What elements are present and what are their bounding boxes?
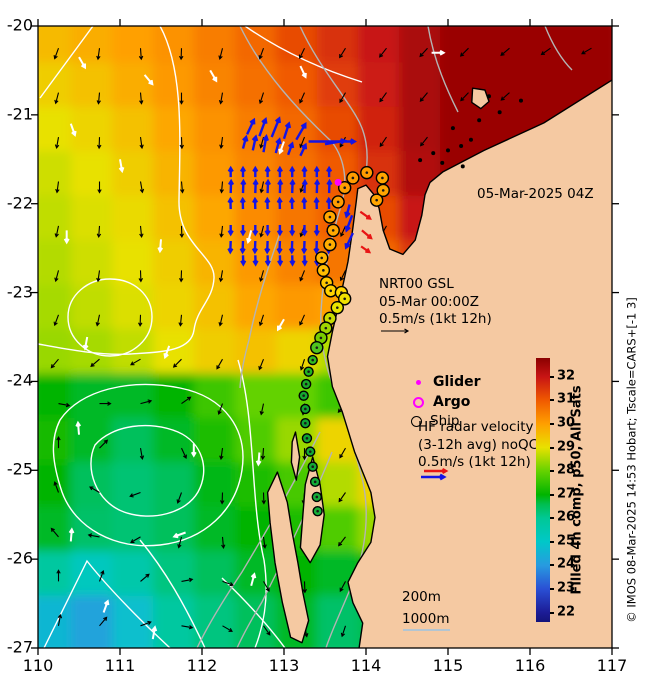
colorbar-tick [550, 470, 554, 473]
colorbar-tick [550, 375, 554, 378]
y-tick-label--25: -25 [6, 459, 33, 479]
legend-ship-label: Ship [430, 413, 460, 429]
colorbar-tick [550, 540, 554, 543]
y-tick-label--20: -20 [6, 15, 33, 35]
x-tick-label-110: 110 [22, 656, 54, 675]
isobath-1000m-label: 1000m [402, 611, 450, 628]
legend-glyphs [381, 328, 450, 631]
hf-line3: 0.5m/s (1kt 12h) [418, 454, 531, 471]
y-tick-label--23: -23 [6, 282, 33, 302]
glider-position-dot [334, 178, 342, 186]
credit-text: © IMOS 08-Mar-2025 14:53 Hobart; Tscale=… [624, 297, 639, 623]
hf-line2: (3-12h avg) noQC [418, 436, 539, 453]
y-tick-label--27: -27 [6, 637, 33, 657]
isobath-labels: 200m 1000m [402, 586, 450, 631]
colorbar-tick [550, 517, 554, 520]
glider-dot-icon [416, 379, 421, 385]
colorbar-tick-label-22: 22 [557, 604, 576, 620]
x-tick-label-115: 115 [432, 656, 464, 675]
colorbar-tick [550, 446, 554, 449]
legend-argo: Argo [413, 393, 470, 411]
colorbar-tick [550, 399, 554, 402]
isobath-200m-label: 200m [402, 589, 441, 605]
colorbar-tick [550, 493, 554, 496]
argo-circle-icon [413, 396, 424, 408]
x-tick-label-111: 111 [104, 656, 136, 675]
colorbar-tick [550, 588, 554, 590]
y-tick-label--26: -26 [6, 548, 33, 568]
x-tick-label-112: 112 [186, 656, 218, 675]
white-vectors [63, 49, 446, 640]
nrt-annotation: NRT00 GSL 05-Mar 00:00Z 0.5m/s (1kt 12h) [379, 276, 492, 329]
axes-frame [31, 19, 619, 655]
legend-ship: Ship [411, 413, 459, 431]
colorbar-tick-label-25: 25 [557, 533, 576, 549]
nrt-line2: 05-Mar 00:00Z [379, 293, 479, 310]
hf-radar-annotation: HF radar velocity (3-12h avg) noQC 0.5m/… [418, 419, 538, 472]
nrt-line1: NRT00 GSL [379, 276, 454, 292]
y-tick-label--21: -21 [6, 104, 33, 124]
y-tick-label--24: -24 [6, 371, 33, 391]
nrt-line3: 0.5m/s (1kt 12h) [379, 311, 492, 328]
hf-radar-vectors [227, 116, 358, 267]
ship-circle-icon [411, 416, 422, 428]
colorbar [536, 358, 550, 622]
y-tick-label--22: -22 [6, 193, 33, 213]
colorbar-tick-label-27: 27 [557, 486, 576, 502]
colorbar-tick-label-24: 24 [557, 556, 576, 572]
colorbar-tick [550, 423, 554, 425]
legend-glider-label: Glider [433, 374, 481, 390]
colorbar-tick-label-30: 30 [557, 415, 576, 431]
hf-line1: HF radar velocity [418, 419, 534, 435]
colorbar-tick-label-31: 31 [557, 391, 576, 407]
x-tick-label-114: 114 [350, 656, 382, 675]
x-tick-label-117: 117 [596, 656, 628, 675]
analysis-timestamp: 05-Mar-2025 04Z [477, 186, 594, 202]
x-tick-label-116: 116 [514, 656, 546, 675]
colorbar-tick-label-32: 32 [557, 368, 576, 384]
colorbar-tick-label-26: 26 [557, 509, 576, 525]
x-tick-label-113: 113 [268, 656, 300, 675]
colorbar-tick [550, 564, 554, 567]
legend-argo-label: Argo [433, 394, 471, 410]
obs-track-markers [298, 165, 390, 517]
red-current-vectors [359, 210, 373, 254]
colorbar-tick [550, 611, 554, 614]
colorbar-tick-label-28: 28 [557, 462, 576, 478]
legend-glider: Glider [416, 373, 481, 391]
colorbar-tick-label-23: 23 [557, 580, 576, 596]
colorbar-tick-label-29: 29 [557, 439, 576, 455]
